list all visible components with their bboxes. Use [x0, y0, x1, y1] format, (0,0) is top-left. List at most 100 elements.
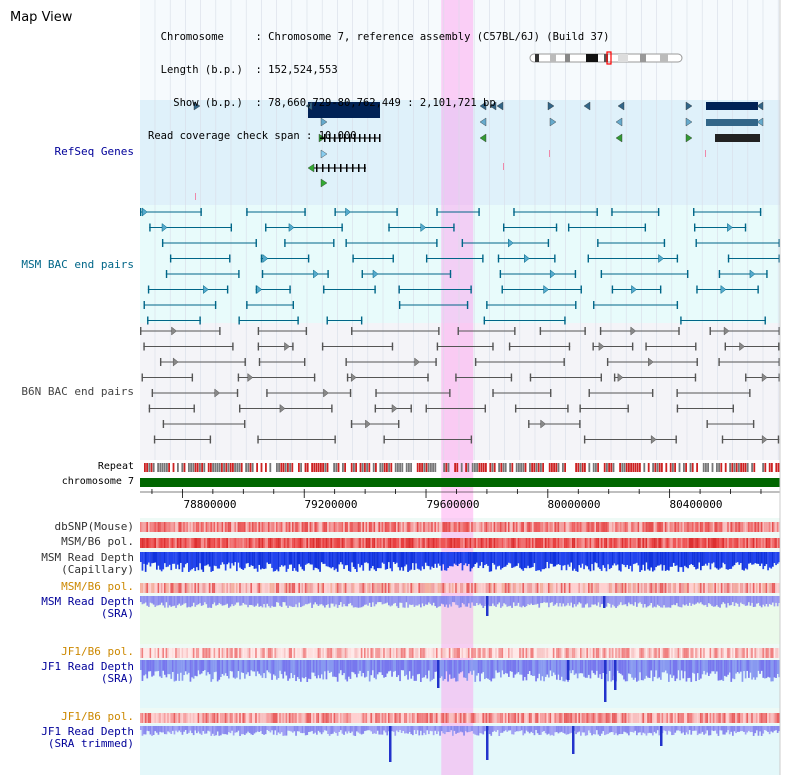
heat-cell	[285, 538, 288, 548]
depth-bar	[215, 726, 217, 736]
depth-bar	[290, 596, 293, 607]
depth-bar	[538, 596, 541, 608]
depth-bar	[314, 596, 317, 603]
heat-cell	[242, 648, 245, 658]
heat-cell	[650, 713, 653, 723]
depth-bar	[687, 596, 689, 606]
heat-cell	[367, 538, 369, 548]
heat-cell	[247, 522, 249, 532]
heat-cell	[304, 648, 307, 658]
heat-cell	[360, 583, 363, 593]
heat-cell	[719, 583, 721, 593]
depth-bar	[647, 596, 649, 607]
msm-depth-sra-label[interactable]: MSM Read Depth (SRA)	[41, 595, 134, 620]
heat-cell	[594, 648, 597, 658]
msm-bac-label[interactable]: MSM BAC end pairs	[21, 258, 134, 271]
depth-bar	[752, 552, 755, 565]
heat-cell	[245, 583, 248, 593]
heat-cell	[576, 522, 579, 532]
heat-cell	[144, 713, 147, 723]
heat-cell	[519, 522, 521, 532]
depth-bar	[615, 596, 617, 608]
jf1-b6-pol-label[interactable]: JF1/B6 pol.	[61, 645, 134, 658]
heat-cell	[391, 648, 393, 658]
depth-spike	[614, 660, 617, 690]
heat-cell	[757, 538, 760, 548]
depth-bar	[413, 660, 416, 681]
depth-bar	[679, 596, 681, 608]
heat-cell	[605, 648, 608, 658]
heat-cell	[504, 538, 507, 548]
depth-bar	[333, 596, 336, 607]
depth-bar	[263, 726, 265, 735]
heat-cell	[741, 538, 744, 548]
msm-depth-capillary-label[interactable]: MSM Read Depth (Capillary)	[41, 551, 134, 576]
heat-cell	[228, 648, 230, 658]
depth-bar	[455, 552, 457, 565]
repeat-mark	[144, 463, 146, 472]
depth-bar	[280, 660, 283, 675]
depth-bar	[346, 552, 349, 566]
heat-cell	[725, 583, 728, 593]
repeat-mark	[553, 463, 555, 472]
heat-cell	[288, 538, 291, 548]
heat-cell	[280, 522, 283, 532]
depth-bar	[645, 660, 648, 676]
heat-cell	[330, 538, 333, 548]
gene-strand-arrow	[496, 101, 504, 111]
refseq-genes-label[interactable]: RefSeq Genes	[54, 145, 134, 158]
depth-bar	[668, 596, 670, 608]
jf1-depth-sra-label[interactable]: JF1 Read Depth (SRA)	[41, 660, 134, 685]
depth-bar	[501, 552, 504, 569]
heat-cell	[325, 648, 328, 658]
jf1-depth-trimmed-label[interactable]: JF1 Read Depth (SRA trimmed)	[41, 725, 134, 750]
heat-cell	[151, 538, 153, 548]
depth-bar	[415, 596, 417, 606]
heat-cell	[232, 522, 235, 532]
depth-bar	[725, 726, 728, 733]
depth-bar	[711, 726, 713, 731]
heat-cell	[322, 522, 325, 532]
depth-bar	[549, 660, 552, 671]
depth-bar	[192, 552, 195, 568]
jf1-b6-pol-2-label[interactable]: JF1/B6 pol.	[61, 710, 134, 723]
heat-cell	[236, 648, 238, 658]
depth-bar	[372, 726, 374, 734]
depth-bar	[684, 660, 686, 672]
msm-b6-pol-2-label[interactable]: MSM/B6 pol.	[61, 580, 134, 593]
depth-bar	[213, 660, 216, 673]
depth-bar	[636, 726, 638, 736]
heat-cell	[640, 713, 643, 723]
heat-cell	[504, 583, 507, 593]
depth-bar	[775, 726, 777, 731]
b6n-bac-label[interactable]: B6N BAC end pairs	[21, 385, 134, 398]
heat-cell	[378, 713, 381, 723]
dbsnp-label[interactable]: dbSNP(Mouse)	[54, 520, 134, 533]
depth-bar	[752, 596, 755, 607]
heat-cell	[287, 713, 289, 723]
heat-cell	[541, 713, 544, 723]
depth-bar	[508, 552, 510, 563]
heat-cell	[207, 583, 209, 593]
heat-cell	[621, 522, 624, 532]
heat-cell	[516, 583, 518, 593]
heat-cell	[383, 583, 385, 593]
heat-cell	[432, 522, 435, 532]
depth-bar	[623, 726, 625, 732]
heat-cell	[477, 713, 480, 723]
heat-cell	[317, 538, 320, 548]
depth-bar	[466, 596, 469, 607]
ideogram-band	[586, 54, 598, 62]
heat-cell	[749, 538, 752, 548]
heat-cell	[708, 713, 710, 723]
bac-end	[260, 254, 263, 263]
heat-cell	[588, 522, 590, 532]
heat-cell	[642, 583, 645, 593]
heat-cell	[480, 713, 483, 723]
heat-cell	[365, 583, 368, 593]
depth-bar	[498, 552, 501, 566]
heat-cell	[231, 648, 233, 658]
msm-b6-pol-label[interactable]: MSM/B6 pol.	[61, 535, 134, 548]
heat-cell	[728, 538, 731, 548]
heat-cell	[226, 538, 229, 548]
